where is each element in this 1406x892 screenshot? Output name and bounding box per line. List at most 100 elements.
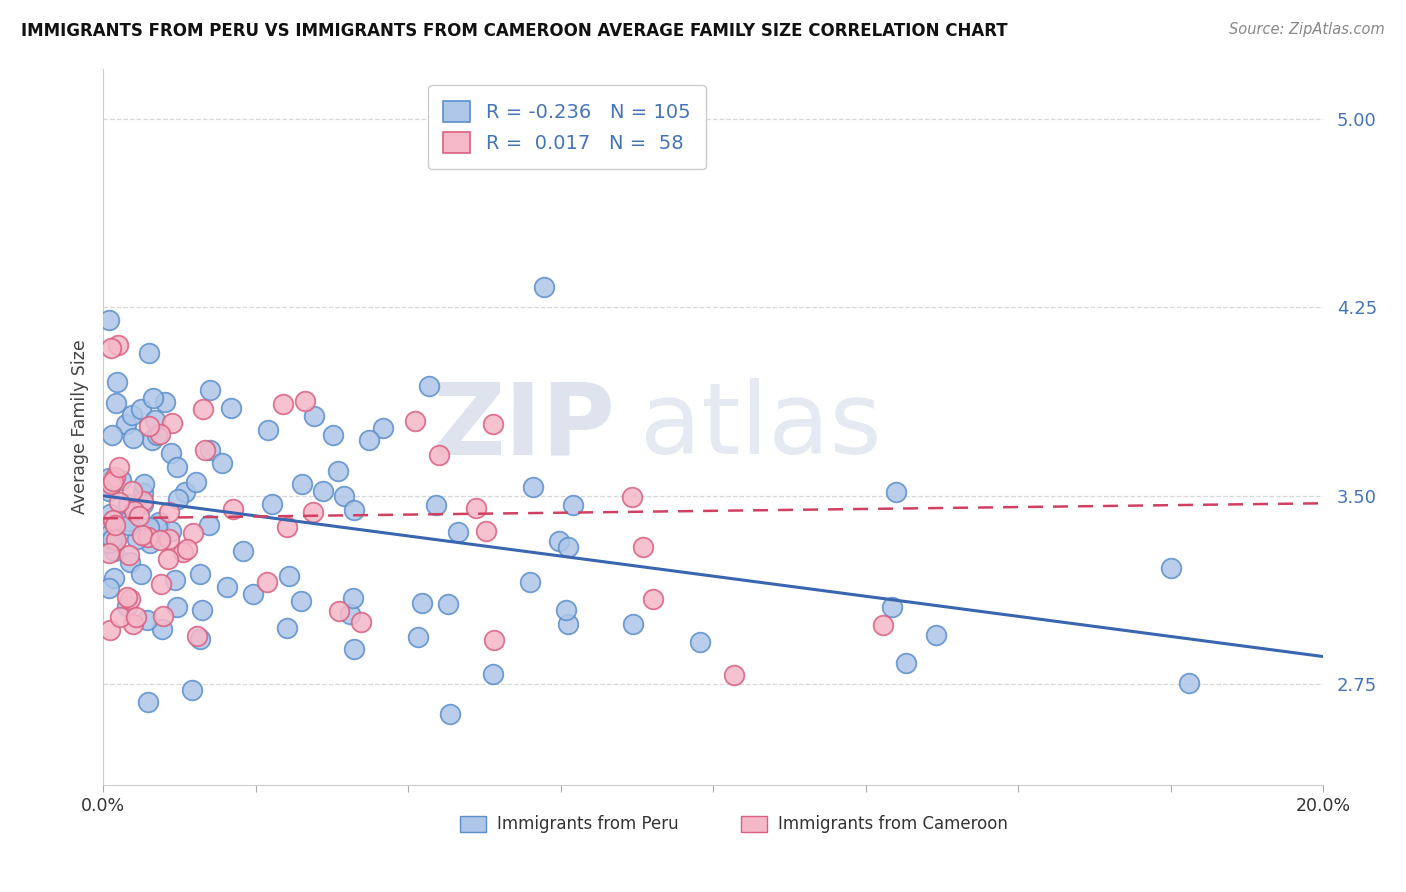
Point — [107, 338, 129, 352]
Point — [291, 477, 314, 491]
Point — [465, 501, 488, 516]
Point — [191, 602, 214, 616]
Point — [872, 618, 894, 632]
Point — [271, 397, 294, 411]
Point — [896, 656, 918, 670]
Text: IMMIGRANTS FROM PERU VS IMMIGRANTS FROM CAMEROON AVERAGE FAMILY SIZE CORRELATION: IMMIGRANTS FROM PERU VS IMMIGRANTS FROM … — [21, 22, 1008, 40]
Text: ZIP: ZIP — [433, 378, 616, 475]
Point — [217, 580, 239, 594]
Point — [103, 544, 125, 558]
Point — [98, 508, 121, 522]
Point — [186, 629, 208, 643]
Point — [104, 533, 127, 547]
Point — [148, 515, 170, 529]
Point — [439, 707, 461, 722]
Point — [519, 575, 541, 590]
Point — [173, 484, 195, 499]
Point — [121, 484, 143, 499]
Legend: R = -0.236   N = 105, R =  0.017   N =  58: R = -0.236 N = 105, R = 0.017 N = 58 — [427, 86, 706, 169]
Point — [131, 497, 153, 511]
Point — [101, 532, 124, 546]
Point — [115, 590, 138, 604]
Point — [117, 497, 139, 511]
Point — [447, 524, 470, 539]
Point — [157, 533, 180, 547]
Point — [122, 617, 145, 632]
Point — [107, 375, 129, 389]
Point — [98, 546, 121, 560]
Point — [138, 346, 160, 360]
Point — [555, 602, 578, 616]
Point — [641, 591, 664, 606]
Point — [104, 533, 127, 547]
Point — [122, 431, 145, 445]
Point — [304, 409, 326, 423]
Point — [121, 408, 143, 422]
Point — [425, 499, 447, 513]
Point — [131, 566, 153, 581]
Point — [167, 491, 190, 506]
Point — [136, 613, 159, 627]
Point — [103, 517, 125, 532]
Point — [371, 421, 394, 435]
Point — [277, 569, 299, 583]
Point — [150, 622, 173, 636]
Point — [191, 402, 214, 417]
Point — [103, 571, 125, 585]
Point — [176, 542, 198, 557]
Point — [481, 417, 503, 431]
Point — [290, 594, 312, 608]
Point — [1178, 675, 1201, 690]
Point — [100, 623, 122, 637]
Point — [132, 486, 155, 500]
Point — [104, 395, 127, 409]
Point — [98, 313, 121, 327]
Point — [117, 514, 139, 528]
Point — [120, 555, 142, 569]
Text: Immigrants from Peru: Immigrants from Peru — [496, 815, 679, 833]
Point — [142, 391, 165, 405]
Point — [882, 599, 904, 614]
Point — [118, 518, 141, 533]
Point — [427, 448, 450, 462]
Point — [131, 528, 153, 542]
Point — [101, 513, 124, 527]
Point — [326, 465, 349, 479]
Point — [100, 342, 122, 356]
Point — [98, 471, 121, 485]
Point — [924, 628, 946, 642]
Point — [118, 592, 141, 607]
Point — [132, 477, 155, 491]
Point — [141, 433, 163, 447]
Point — [294, 394, 316, 409]
Point — [621, 617, 644, 632]
Point — [343, 502, 366, 516]
Point — [257, 423, 280, 437]
Point — [193, 442, 215, 457]
Point — [232, 544, 254, 558]
Point — [339, 607, 361, 621]
Point — [118, 549, 141, 563]
Point — [884, 485, 907, 500]
Point — [139, 536, 162, 550]
Point — [188, 632, 211, 646]
Point — [172, 545, 194, 559]
Point — [115, 599, 138, 613]
Point — [157, 505, 180, 519]
Point — [198, 518, 221, 533]
Point — [198, 384, 221, 398]
Point — [127, 532, 149, 546]
Point — [122, 503, 145, 517]
Point — [163, 573, 186, 587]
Point — [166, 599, 188, 614]
Point — [184, 475, 207, 489]
Point — [146, 520, 169, 534]
Point — [198, 442, 221, 457]
Point — [128, 509, 150, 524]
Point — [156, 552, 179, 566]
Point — [108, 610, 131, 624]
Point — [723, 668, 745, 682]
Point — [328, 604, 350, 618]
Point — [138, 520, 160, 534]
Point — [98, 475, 121, 489]
